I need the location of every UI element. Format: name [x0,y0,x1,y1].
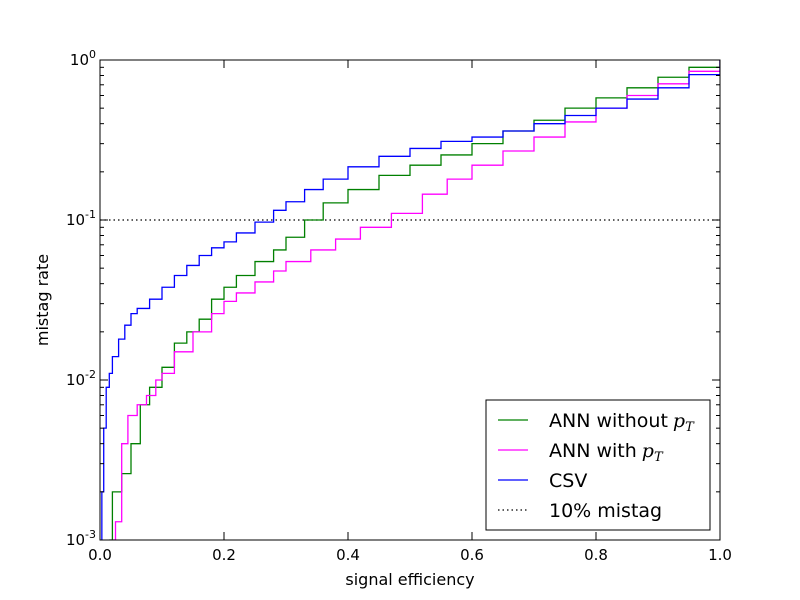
y-tick-label-0: 10-3 [66,528,96,549]
legend-label-3: 10% mistag [549,500,662,522]
x-tick-label-2: 0.4 [336,546,360,564]
legend-label-1: ANN with pT [549,440,664,465]
legend-label-0: ANN without pT [549,410,695,435]
legend-label-2: CSV [549,470,587,492]
x-tick-label-3: 0.6 [460,546,484,564]
plot-area: 0.0 0.2 0.4 0.6 0.8 1.0 10-3 10-2 10-1 100 [66,48,732,564]
plot-frame [99,59,721,541]
x-tick-label-5: 1.0 [708,546,732,564]
y-tick-label-3: 100 [70,48,96,69]
y-tick-label-2: 10-1 [66,208,96,229]
ticks-layer: 0.0 0.2 0.4 0.6 0.8 1.0 10-3 10-2 10-1 100 [66,48,732,564]
legend-box [485,399,711,531]
x-tick-label-4: 0.8 [584,546,608,564]
x-tick-label-1: 0.2 [212,546,236,564]
y-tick-label-1: 10-2 [66,368,96,389]
x-axis-label: signal efficiency [345,570,474,589]
series-layer [101,60,720,540]
x-tick-label-0: 0.0 [88,546,112,564]
legend: ANN without pT ANN with pT CSV 10% mistag [485,399,711,531]
y-axis-label: mistag rate [33,254,52,346]
series-line-2 [101,60,720,540]
series-line-0 [109,60,720,540]
